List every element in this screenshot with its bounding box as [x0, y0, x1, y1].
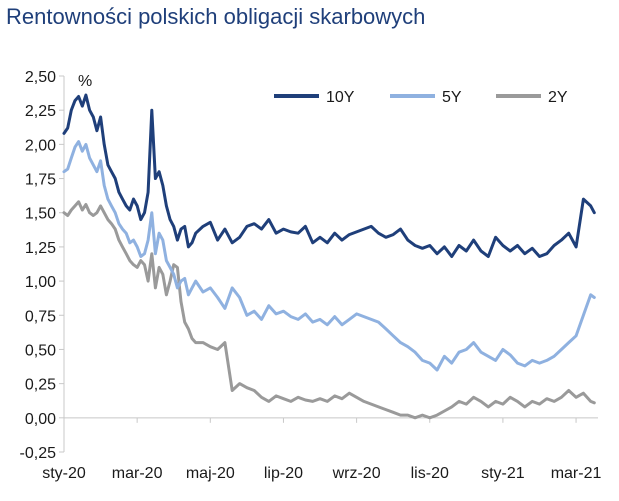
unit-label: % — [78, 73, 92, 90]
chart-title: Rentowności polskich obligacji skarbowyc… — [6, 4, 426, 29]
x-tick-label: lis-20 — [411, 465, 449, 482]
y-tick-label: 0,00 — [25, 411, 56, 428]
x-tick-label: sty-21 — [481, 465, 525, 482]
series-lines — [62, 93, 596, 420]
x-tick-label: mar-20 — [112, 465, 163, 482]
y-tick-label: 0,50 — [25, 342, 56, 359]
y-tick-label: 0,25 — [25, 377, 56, 394]
y-tick-label: 1,75 — [25, 172, 56, 189]
y-tick-label: 1,25 — [25, 240, 56, 257]
y-tick-label: -0,25 — [20, 445, 57, 462]
series-line-5y — [62, 140, 596, 372]
x-tick-label: lip-20 — [264, 465, 303, 482]
y-axis: 2,50 2,25 2,00 1,75 1,50 1,25 1,00 0,75 0,50 0,25… — [20, 69, 65, 462]
x-tick-label: mar-21 — [551, 465, 602, 482]
series-line-10y — [62, 93, 596, 258]
y-tick-label: 2,50 — [25, 69, 56, 86]
y-tick-label: 0,75 — [25, 308, 56, 325]
series-line-2y — [62, 200, 596, 420]
y-tick-label: 2,25 — [25, 103, 56, 120]
x-tick-label: sty-20 — [42, 465, 86, 482]
x-tick-label: maj-20 — [186, 465, 235, 482]
x-axis: sty-20 mar-20 maj-20 lip-20 wrz-20 lis-20 sty-… — [42, 417, 602, 482]
legend: 10Y 5Y 2Y — [274, 89, 568, 106]
x-tick-label: wrz-20 — [332, 465, 381, 482]
legend-label-2y: 2Y — [548, 89, 568, 106]
y-tick-label: 2,00 — [25, 137, 56, 154]
y-tick-label: 1,00 — [25, 274, 56, 291]
y-tick-label: 1,50 — [25, 206, 56, 223]
legend-label-10y: 10Y — [326, 89, 355, 106]
legend-label-5y: 5Y — [442, 89, 462, 106]
